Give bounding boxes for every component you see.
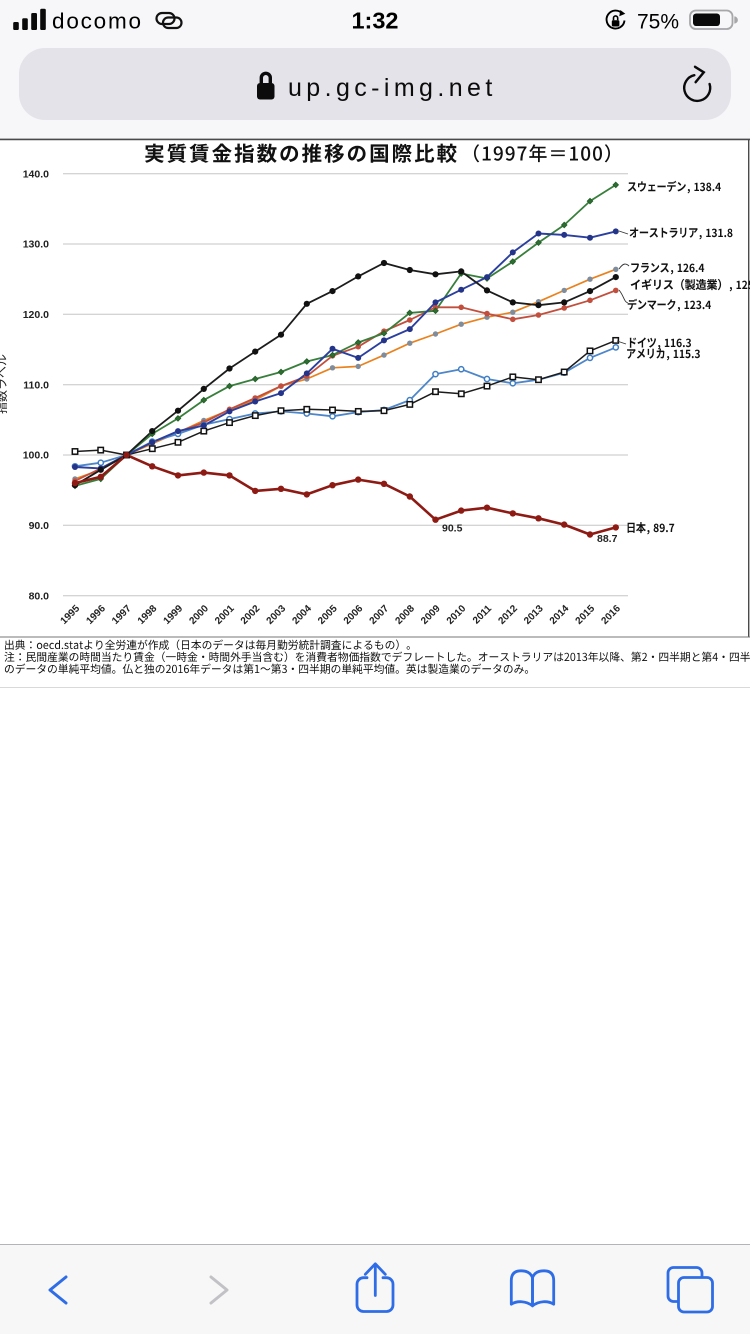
svg-text:2002: 2002 bbox=[239, 603, 263, 627]
svg-text:80.0: 80.0 bbox=[29, 590, 50, 602]
svg-text:1999: 1999 bbox=[162, 603, 186, 627]
svg-text:1997: 1997 bbox=[110, 603, 134, 627]
svg-text:90.0: 90.0 bbox=[29, 520, 50, 532]
svg-text:1:32: 1:32 bbox=[351, 8, 398, 34]
svg-text:up.gc-img.net: up.gc-img.net bbox=[288, 74, 497, 102]
svg-text:75%: 75% bbox=[637, 11, 679, 34]
svg-text:1996: 1996 bbox=[84, 603, 108, 627]
svg-text:2012: 2012 bbox=[496, 603, 520, 627]
svg-text:2016: 2016 bbox=[599, 603, 623, 627]
svg-text:1998: 1998 bbox=[136, 603, 160, 627]
svg-text:2008: 2008 bbox=[393, 603, 417, 627]
svg-text:2009: 2009 bbox=[419, 603, 443, 627]
svg-text:2015: 2015 bbox=[574, 603, 598, 627]
svg-text:110.0: 110.0 bbox=[23, 379, 49, 391]
svg-text:2011: 2011 bbox=[471, 603, 494, 626]
svg-text:130.0: 130.0 bbox=[23, 239, 49, 251]
svg-text:2003: 2003 bbox=[265, 603, 289, 627]
svg-text:1995: 1995 bbox=[59, 603, 83, 627]
svg-text:140.0: 140.0 bbox=[23, 168, 49, 180]
svg-text:docomo: docomo bbox=[52, 9, 143, 34]
svg-text:2007: 2007 bbox=[368, 603, 392, 627]
svg-text:120.0: 120.0 bbox=[23, 309, 49, 321]
svg-text:2006: 2006 bbox=[342, 603, 366, 627]
svg-text:88.7: 88.7 bbox=[597, 533, 618, 545]
svg-text:2001: 2001 bbox=[213, 603, 237, 627]
svg-text:90.5: 90.5 bbox=[442, 523, 463, 535]
svg-text:2005: 2005 bbox=[316, 603, 340, 627]
svg-text:100.0: 100.0 bbox=[23, 450, 49, 462]
svg-text:2010: 2010 bbox=[445, 603, 469, 627]
svg-text:2014: 2014 bbox=[548, 603, 572, 627]
svg-text:2004: 2004 bbox=[290, 603, 314, 627]
svg-text:2000: 2000 bbox=[187, 603, 211, 627]
svg-text:2013: 2013 bbox=[522, 603, 546, 627]
